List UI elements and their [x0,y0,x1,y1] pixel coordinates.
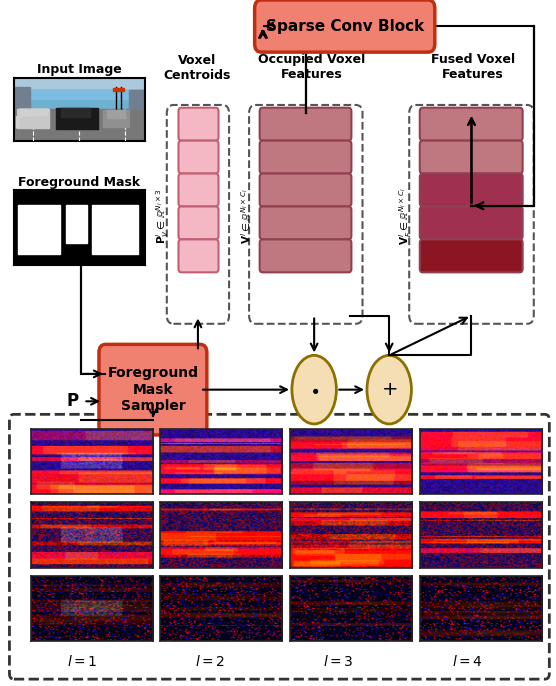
Bar [17,109,49,128]
Bar [14,109,145,141]
Text: Sparse Conv Block: Sparse Conv Block [266,19,424,34]
FancyBboxPatch shape [99,344,207,435]
Text: $\mathbf{P}_V^l \in \mathbb{R}^{N_l\times 3}$: $\mathbf{P}_V^l \in \mathbb{R}^{N_l\time… [155,188,171,244]
Text: $\mathbf{V}^l \in \mathbb{R}^{N_l\times C_l}$: $\mathbf{V}^l \in \mathbb{R}^{N_l\times … [239,188,252,244]
Bar [56,108,97,129]
Bar [66,205,87,243]
FancyBboxPatch shape [420,108,523,141]
Text: $+$: $+$ [381,380,398,399]
Bar [113,88,123,91]
Bar [14,87,29,109]
Bar [92,205,138,255]
FancyBboxPatch shape [178,174,219,206]
FancyBboxPatch shape [260,174,351,206]
FancyBboxPatch shape [260,206,351,239]
FancyBboxPatch shape [178,206,219,239]
Bar [103,110,129,127]
FancyBboxPatch shape [420,239,523,272]
Text: $l = 2$: $l = 2$ [195,654,225,669]
Polygon shape [17,109,49,128]
FancyBboxPatch shape [260,141,351,174]
Text: Voxel
Centroids: Voxel Centroids [163,54,231,82]
FancyBboxPatch shape [260,108,351,141]
Text: Fused Voxel
Features: Fused Voxel Features [430,53,515,81]
Text: $\mathbf{V}_F^l \in \mathbb{R}^{N_l\times C_l}$: $\mathbf{V}_F^l \in \mathbb{R}^{N_l\time… [398,187,414,245]
Bar [107,110,125,118]
Ellipse shape [292,355,336,424]
Text: $l = 4$: $l = 4$ [451,654,483,669]
FancyBboxPatch shape [255,0,435,52]
Text: Occupied Voxel
Features: Occupied Voxel Features [258,53,365,81]
FancyBboxPatch shape [420,206,523,239]
Text: Foreground
Mask
Sampler: Foreground Mask Sampler [107,366,198,413]
Bar [14,99,145,109]
Bar [61,108,90,117]
FancyBboxPatch shape [420,141,523,174]
Text: $l = 3$: $l = 3$ [323,654,353,669]
Text: $l = 1$: $l = 1$ [67,654,97,669]
FancyBboxPatch shape [9,414,549,679]
Title: Input Image: Input Image [37,63,122,76]
Bar [14,78,145,88]
Title: Foreground Mask: Foreground Mask [18,176,140,189]
Bar [14,88,145,99]
FancyBboxPatch shape [178,239,219,272]
Text: $\mathbf{P}$: $\mathbf{P}$ [66,392,79,410]
Bar [14,78,145,88]
FancyBboxPatch shape [178,141,219,174]
FancyBboxPatch shape [260,239,351,272]
Ellipse shape [367,355,411,424]
FancyBboxPatch shape [178,108,219,141]
Bar [129,90,145,109]
Text: $\bullet$: $\bullet$ [309,381,319,399]
Bar [18,205,59,255]
FancyBboxPatch shape [420,174,523,206]
